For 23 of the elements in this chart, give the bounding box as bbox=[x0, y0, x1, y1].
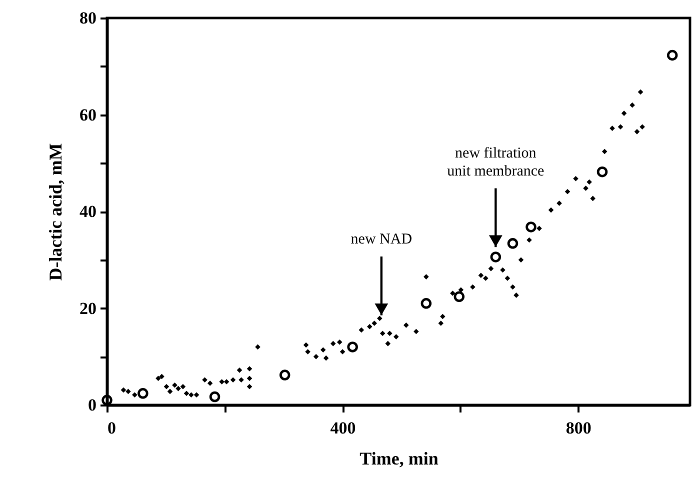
x-tick-label: 800 bbox=[566, 418, 592, 438]
x-tick-label: 400 bbox=[330, 418, 356, 438]
point bbox=[596, 166, 608, 178]
y-axis-title: D-lactic acid, mM bbox=[46, 143, 66, 281]
point bbox=[279, 370, 290, 380]
y-tick-label: 40 bbox=[80, 202, 96, 221]
point bbox=[347, 342, 358, 352]
y-tick-label: 20 bbox=[80, 298, 96, 318]
x-axis-title: Time, min bbox=[360, 448, 438, 468]
point bbox=[507, 238, 518, 249]
point bbox=[666, 50, 678, 61]
point bbox=[454, 291, 465, 302]
y-tick-label: 0 bbox=[88, 396, 96, 414]
annotation: new NAD bbox=[350, 231, 412, 248]
x-tick-label: 0 bbox=[108, 418, 116, 438]
y-tick-label: 60 bbox=[80, 105, 96, 124]
point bbox=[490, 252, 502, 262]
point bbox=[420, 298, 432, 309]
point bbox=[138, 388, 148, 399]
annotation: new filtration unit membrance bbox=[447, 145, 545, 180]
point bbox=[526, 222, 536, 232]
y-tick-label: 80 bbox=[80, 8, 96, 28]
point bbox=[209, 391, 220, 402]
